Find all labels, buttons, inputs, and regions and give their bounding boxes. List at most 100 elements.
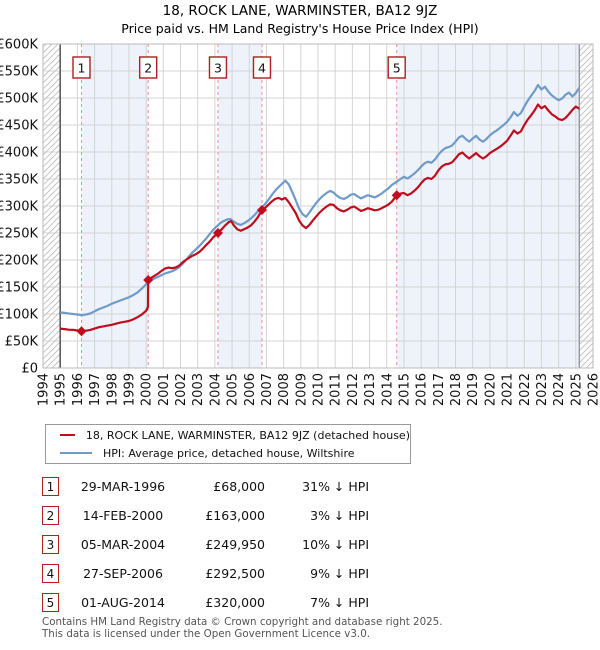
- y-tick-label: £600K: [0, 38, 38, 53]
- y-tick-label: £500K: [0, 92, 38, 107]
- x-tick-label: 2022: [518, 373, 533, 406]
- y-tick-label: £200K: [0, 254, 38, 269]
- plot-border: [42, 43, 594, 369]
- sale-marker-number: 3: [214, 61, 222, 76]
- sale-marker-number: 5: [393, 61, 401, 76]
- sale-price: £163,000: [205, 508, 265, 523]
- sale-point-dot: [212, 228, 223, 239]
- x-tick-label: 2014: [380, 373, 395, 406]
- sale-date: 01-AUG-2014: [81, 595, 165, 610]
- footer-line-1: Contains HM Land Registry data © Crown c…: [42, 616, 443, 628]
- x-tick-label: 2001: [157, 373, 172, 406]
- footer: Contains HM Land Registry data © Crown c…: [42, 616, 443, 640]
- x-tick-label: 2012: [346, 373, 361, 406]
- x-tick-label: 1997: [88, 373, 103, 406]
- chart-subtitle: Price paid vs. HM Land Registry's House …: [121, 21, 479, 36]
- y-tick-label: £400K: [0, 146, 38, 161]
- y-tick-label: £100K: [0, 308, 38, 323]
- x-tick-label: 2000: [140, 373, 155, 406]
- sale-number-badge: 3: [42, 535, 59, 554]
- sale-marker-box: [208, 56, 228, 79]
- y-tick-label: £250K: [0, 227, 38, 242]
- sale-point-dot: [256, 205, 267, 216]
- x-tick-label: 2007: [260, 373, 275, 406]
- x-tick-label: 2026: [587, 373, 600, 406]
- hpi-line: [60, 83, 581, 317]
- sale-number-badge: 5: [42, 593, 59, 612]
- table-row: 3 05-MAR-2004 £249,950 10% ↓ HPI: [40, 530, 380, 559]
- sale-number-badge: 2: [42, 506, 59, 525]
- x-tick-label: 2011: [329, 373, 344, 406]
- table-row: 5 01-AUG-2014 £320,000 7% ↓ HPI: [40, 588, 380, 617]
- x-tick-label: 1994: [37, 373, 52, 406]
- x-tick-label: 2004: [208, 373, 223, 406]
- table-row: 2 14-FEB-2000 £163,000 3% ↓ HPI: [40, 501, 380, 530]
- x-tick-label: 2017: [432, 373, 447, 406]
- x-tick-label: 2009: [294, 373, 309, 406]
- x-tick-label: 2024: [552, 373, 567, 406]
- x-tick-label: 2025: [569, 373, 584, 406]
- x-tick-label: 2015: [397, 373, 412, 406]
- x-tick-label: 1996: [71, 373, 86, 406]
- x-tick-label: 2010: [312, 373, 327, 406]
- sale-point-dot: [76, 326, 87, 337]
- no-data-hatch-left: [43, 44, 61, 368]
- sale-date: 29-MAR-1996: [80, 479, 166, 494]
- x-tick-label: 2005: [226, 373, 241, 406]
- y-tick-label: £300K: [0, 200, 38, 215]
- y-tick-label: £50K: [5, 335, 39, 350]
- sale-price: £292,500: [205, 566, 265, 581]
- price-line-swatch: [60, 434, 75, 436]
- x-tick-label: 2016: [415, 373, 430, 406]
- price-paid-line: [60, 103, 580, 333]
- sale-date: 14-FEB-2000: [82, 508, 164, 523]
- x-tick-label: 1998: [105, 373, 120, 406]
- legend-label: HPI: Average price, detached house, Wilt…: [103, 446, 355, 460]
- table-row: 1 29-MAR-1996 £68,000 31% ↓ HPI: [40, 472, 380, 501]
- hpi-line-swatch: [60, 452, 92, 454]
- sale-price: £249,950: [205, 537, 265, 552]
- x-tick-label: 2013: [363, 373, 378, 406]
- sale-number-badge: 1: [42, 477, 59, 496]
- x-tick-label: 2019: [466, 373, 481, 406]
- legend-item: 18, ROCK LANE, WARMINSTER, BA12 9JZ (det…: [46, 428, 410, 443]
- x-tick-label: 2003: [191, 373, 206, 406]
- sale-hpi-diff: 7% ↓ HPI: [310, 595, 369, 610]
- sale-hpi-diff: 31% ↓ HPI: [302, 479, 369, 494]
- x-tick-label: 1999: [122, 373, 137, 406]
- sale-hpi-diff: 10% ↓ HPI: [302, 537, 369, 552]
- y-tick-label: £0: [21, 362, 38, 377]
- y-tick-label: £450K: [0, 119, 38, 134]
- sale-date: 27-SEP-2006: [83, 566, 163, 581]
- no-data-hatch-right: [579, 44, 593, 368]
- sale-point-dot: [391, 190, 402, 201]
- sale-marker-box: [138, 56, 158, 79]
- x-tick-label: 2002: [174, 373, 189, 406]
- sale-hpi-diff: 3% ↓ HPI: [310, 508, 369, 523]
- x-tick-label: 2006: [243, 373, 258, 406]
- y-tick-label: £550K: [0, 65, 38, 80]
- chart-title: 18, ROCK LANE, WARMINSTER, BA12 9JZ: [162, 3, 438, 19]
- table-row: 4 27-SEP-2006 £292,500 9% ↓ HPI: [40, 559, 380, 588]
- sale-price: £68,000: [213, 479, 265, 494]
- sale-number-badge: 4: [42, 564, 59, 583]
- x-tick-label: 2020: [483, 373, 498, 406]
- y-tick-label: £350K: [0, 173, 38, 188]
- legend: 18, ROCK LANE, WARMINSTER, BA12 9JZ (det…: [45, 424, 411, 464]
- x-tick-label: 2018: [449, 373, 464, 406]
- sale-marker-box: [252, 56, 272, 79]
- sale-marker-box: [72, 56, 91, 79]
- y-tick-label: £150K: [0, 281, 38, 296]
- sale-date: 05-MAR-2004: [80, 537, 166, 552]
- price-history-chart: £0 £50K £100K £150K £200K £250K £300K £350K £400…: [0, 38, 600, 407]
- x-tick-label: 1995: [54, 373, 69, 406]
- legend-label: 18, ROCK LANE, WARMINSTER, BA12 9JZ (det…: [85, 428, 410, 442]
- sale-hpi-diff: 9% ↓ HPI: [310, 566, 369, 581]
- sale-marker-number: 1: [78, 61, 86, 76]
- sale-price: £320,000: [205, 595, 265, 610]
- legend-item: HPI: Average price, detached house, Wilt…: [46, 446, 410, 461]
- sale-marker-number: 4: [258, 61, 266, 76]
- footer-line-2: This data is licensed under the Open Gov…: [42, 627, 371, 640]
- sales-table: 1 29-MAR-1996 £68,000 31% ↓ HPI 2 14-FEB-2000…: [40, 472, 380, 617]
